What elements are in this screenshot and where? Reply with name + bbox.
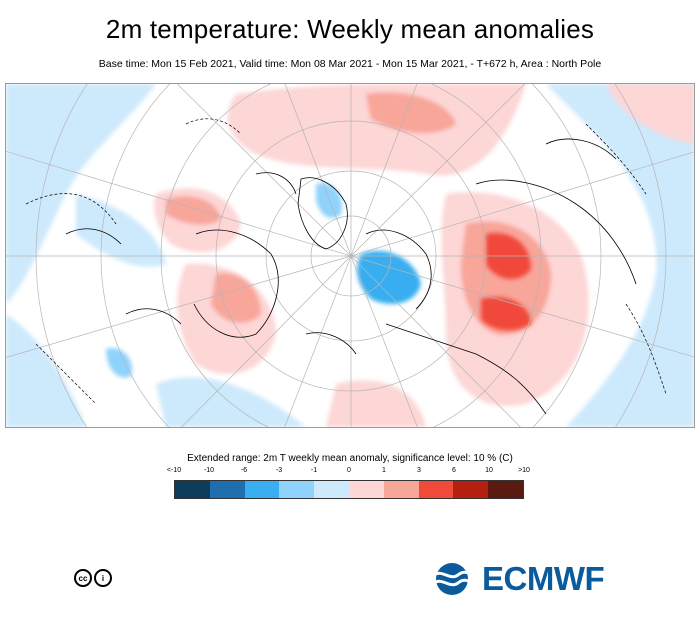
legend-color-swatch [175, 481, 210, 498]
legend-tick: -10 [203, 467, 215, 474]
ecmwf-logo-text: ECMWF [482, 560, 605, 597]
significance-contours [25, 118, 667, 405]
legend-tick: -6 [240, 467, 248, 474]
legend-tick: 1 [382, 467, 386, 474]
legend-tick: -1 [310, 467, 318, 474]
legend-color-swatch [383, 481, 419, 498]
coastlines [65, 138, 637, 415]
ecmwf-logo[interactable]: ECMWF [428, 560, 605, 598]
legend-tick: 3 [417, 467, 421, 474]
legend-tick: >10 [518, 467, 530, 474]
license-icons[interactable]: cc i [74, 569, 112, 587]
anomaly-fill-layer [6, 84, 694, 427]
page-title: 2m temperature: Weekly mean anomalies [105, 14, 595, 44]
legend-tick: 10 [485, 467, 493, 474]
legend-ticks: <-10 -10 -6 -3 -1 0 1 3 6 10 >10 [167, 467, 530, 479]
map-canvas [6, 84, 694, 427]
legend-tick: -3 [275, 467, 283, 474]
legend-tick: <-10 [166, 467, 182, 474]
legend-tick: 0 [347, 467, 351, 474]
legend-color-swatch [418, 481, 454, 498]
legend-color-swatch [348, 481, 384, 498]
legend-title: Extended range: 2m T weekly mean anomaly… [187, 453, 513, 464]
creative-commons-icon: cc [74, 569, 92, 587]
legend-color-swatch [488, 481, 523, 498]
legend-color-swatch [244, 481, 280, 498]
legend-tick: 6 [452, 467, 456, 474]
attribution-icon: i [94, 569, 112, 587]
legend-color-swatch [279, 481, 315, 498]
legend-colorbar [174, 480, 524, 499]
legend-color-swatch [314, 481, 349, 498]
anomaly-map[interactable] [5, 83, 695, 428]
legend-color-swatch [453, 481, 489, 498]
page-subtitle: Base time: Mon 15 Feb 2021, Valid time: … [98, 58, 602, 70]
ecmwf-emblem-icon [433, 563, 473, 595]
legend-color-swatch [209, 481, 245, 498]
